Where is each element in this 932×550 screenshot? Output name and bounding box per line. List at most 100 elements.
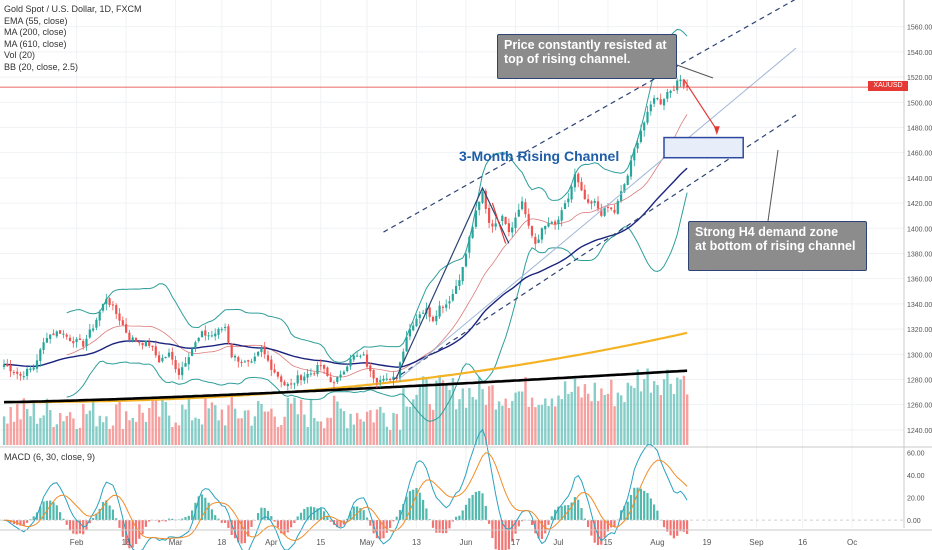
candle-body (82, 340, 85, 347)
volume-bar (418, 386, 422, 445)
volume-bar (398, 429, 402, 445)
legend-study[interactable]: BB (20, close, 2.5) (4, 61, 79, 72)
legend-study[interactable]: MA (610, close) (4, 38, 67, 49)
candle-body (570, 186, 573, 200)
volume-bar (577, 386, 580, 445)
candle-body (593, 201, 596, 203)
volume-bar (233, 408, 237, 445)
candle-body (613, 209, 616, 213)
ma-610-line (3, 369, 688, 404)
candle-body (514, 217, 517, 229)
candle-body (606, 206, 609, 208)
macd-histogram-bar (55, 505, 58, 521)
legend-study[interactable]: MA (200, close) (4, 27, 67, 37)
candle-body (111, 304, 114, 306)
volume-bar (131, 417, 134, 445)
macd-histogram-bar (303, 508, 306, 521)
candle-body (590, 201, 593, 204)
candle-body (392, 376, 395, 380)
macd-histogram-bar (224, 520, 227, 523)
volume-bar (481, 389, 484, 445)
candle-body (220, 329, 223, 331)
pullback-arrow-line (491, 202, 507, 244)
volume-bar (332, 395, 336, 445)
candle-body (161, 357, 164, 362)
time-tick-label: Sep (749, 538, 764, 547)
volume-bar (504, 398, 507, 445)
volume-bar (174, 422, 177, 445)
legend-study[interactable]: Vol (20) (4, 50, 36, 60)
candle-body (478, 201, 481, 210)
volume-bar (59, 413, 62, 445)
macd-histogram-bar (669, 520, 672, 536)
candle-body (115, 305, 118, 314)
macd-histogram-bar (537, 520, 540, 539)
macd-histogram-bar (326, 516, 329, 521)
volume-bar (511, 401, 514, 445)
candle-body (458, 280, 461, 287)
volume-bar (299, 399, 303, 445)
candle-body (448, 301, 451, 304)
volume-bar (45, 398, 49, 445)
macd-histogram-bar (431, 520, 435, 528)
candle-body (177, 368, 180, 375)
volume-bar (263, 411, 266, 445)
macd-histogram-bar (521, 520, 524, 522)
volume-bar (85, 414, 88, 445)
volume-bar (636, 369, 639, 445)
volume-bar (141, 412, 144, 445)
volume-bar (412, 399, 415, 445)
macd-histogram-bar (672, 520, 675, 539)
time-tick-label: May (359, 538, 374, 547)
volume-bar (125, 411, 128, 445)
candle-body (524, 202, 527, 215)
macd-legend[interactable]: MACD (6, 30, close, 9) (4, 452, 96, 462)
macd-histogram-bar (167, 518, 171, 521)
candle-body (293, 383, 296, 385)
volume-bar (349, 413, 352, 445)
macd-histogram-bar (676, 520, 679, 536)
macd-histogram-bar (445, 520, 448, 534)
macd-histogram-bar (679, 520, 682, 532)
macd-histogram-bar (593, 520, 596, 543)
macd-histogram-bar (524, 519, 527, 521)
candle-body (194, 342, 197, 348)
candle-body (471, 226, 474, 238)
candle-body (207, 335, 210, 337)
volume-bar (570, 391, 573, 445)
volume-bar (600, 388, 603, 445)
volume-bar (385, 426, 389, 445)
volume-bar (128, 420, 131, 445)
macd-histogram-bar (461, 510, 464, 521)
macd-histogram-bar (144, 520, 147, 527)
volume-bar (606, 393, 610, 445)
macd-histogram-bar (98, 508, 101, 521)
macd-histogram-bar (491, 520, 494, 539)
candle-body (474, 210, 477, 227)
volume-bar (682, 375, 686, 445)
macd-histogram-bar (273, 520, 276, 522)
candle-body (313, 373, 316, 375)
macd-histogram-bar (686, 520, 689, 534)
candle-body (530, 226, 534, 236)
macd-histogram-bar (68, 520, 72, 531)
macd-histogram-bar (530, 520, 534, 525)
macd-histogram-bar (62, 518, 65, 521)
time-tick-label: Jun (460, 538, 473, 547)
macd-tick-label: 0.00 (907, 518, 921, 525)
legend-study[interactable]: EMA (55, close) (4, 15, 68, 26)
bb-lower (66, 192, 688, 422)
macd-histogram-bar (402, 503, 405, 521)
legend-title: Gold Spot / U.S. Dollar, 1D, FXCM (4, 4, 142, 14)
volume-bar (415, 394, 418, 445)
macd-histogram-bar (481, 493, 484, 521)
macd-histogram-bar (573, 497, 576, 521)
volume-bar (686, 394, 689, 445)
candle-body (332, 382, 336, 384)
candle-body (39, 349, 42, 361)
candle-body (273, 369, 276, 373)
candle-body (270, 359, 273, 370)
candle-body (329, 377, 332, 383)
volume-bar (458, 399, 461, 445)
